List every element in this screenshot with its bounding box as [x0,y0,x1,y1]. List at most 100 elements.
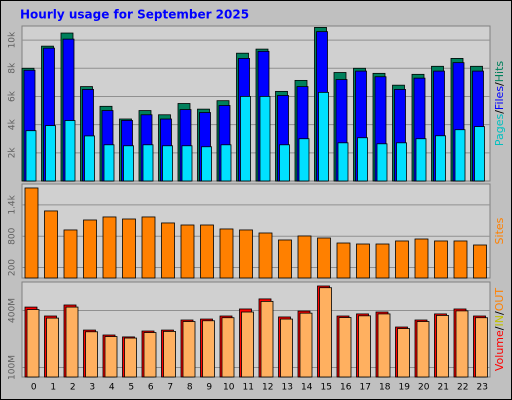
x-tick-label: 13 [282,383,293,393]
bar [375,243,390,279]
bar [220,144,232,182]
bar [358,315,371,378]
y-tick-label: 8k [8,62,18,74]
chart-title: Hourly usage for September 2025 [20,8,249,22]
legend-entry: OUT [493,288,506,312]
bar [163,330,176,378]
bar [377,313,391,378]
x-tick-label: 11 [243,383,254,393]
y-tick-label: 800 [8,227,18,244]
bar [83,219,97,279]
x-tick-label: 5 [128,383,134,393]
legend-separator: / [493,311,506,315]
bar [455,310,469,378]
x-tick-label: 8 [187,383,193,393]
x-tick-label: 21 [438,383,449,393]
bar [337,142,349,182]
x-tick-label: 23 [477,383,488,393]
bar [278,239,292,279]
bar [317,237,331,279]
legend-separator: / [493,110,506,114]
bar [103,144,115,182]
bar [434,240,448,279]
bar [298,138,310,182]
bar [161,222,175,279]
bar [44,210,58,279]
bar [259,96,271,182]
bar [395,240,409,279]
bar [63,229,78,279]
x-tick-label: 14 [301,383,313,393]
bar [64,120,76,182]
x-tick-label: 9 [206,383,212,393]
y-tick-label: 4k [8,118,18,130]
bar [219,228,234,279]
bar [201,146,212,182]
x-tick-label: 3 [89,383,95,393]
legend: Sites [493,217,506,244]
bar [143,332,157,378]
bar [396,142,407,182]
bar [356,243,370,279]
bar [124,337,137,378]
bar [141,216,156,279]
bar [102,216,117,279]
y-tick-label: 2k [8,147,18,159]
bar [104,336,118,378]
bar [453,240,468,279]
bar [162,145,173,182]
x-tick-label: 20 [418,383,430,393]
legend-entry: Hits [493,61,506,83]
bar [318,91,329,182]
bar [84,135,95,182]
bar [85,331,98,378]
bar [142,144,154,182]
bar [200,224,214,279]
bar [357,137,368,182]
bar [239,229,253,279]
legend-entry: Volume [493,330,506,371]
y-tick-label: 10k [8,31,18,48]
bar [376,143,388,182]
legend-entry: Files [493,86,506,110]
legend-entry: Sites [493,217,506,244]
bar [473,244,487,279]
x-tick-label: 19 [399,383,411,393]
legend: Volume/IN/OUT [493,288,506,372]
y-tick-label: 200 [8,259,18,276]
x-tick-label: 10 [223,383,235,393]
bar [475,317,488,378]
bar [26,309,40,378]
bar [241,311,254,378]
bar [45,125,56,182]
bar [435,135,446,182]
bar [180,224,195,279]
bar [221,317,235,378]
legend-separator: / [493,326,506,330]
x-tick-label: 2 [70,383,76,393]
y-tick-label: 1.4k [8,194,18,214]
y-tick-label: 400M [8,298,18,323]
y-tick-label: 100M [8,355,18,380]
bar [260,300,274,378]
bar [416,321,430,378]
x-tick-label: 7 [167,383,173,393]
legend-entry: Pages [493,114,506,147]
bar [240,96,251,182]
bar [24,187,39,279]
x-tick-label: 17 [360,383,371,393]
x-tick-label: 4 [109,383,115,393]
bar [397,328,410,378]
bar [299,312,313,378]
y-tick-label: 6k [8,90,18,102]
bar [454,129,466,182]
bar [46,317,59,378]
bar [123,145,134,182]
x-tick-label: 1 [50,383,56,393]
bar [25,130,37,182]
bar [414,238,429,279]
bar [258,232,273,279]
x-tick-label: 0 [31,383,37,393]
bar [279,144,290,182]
